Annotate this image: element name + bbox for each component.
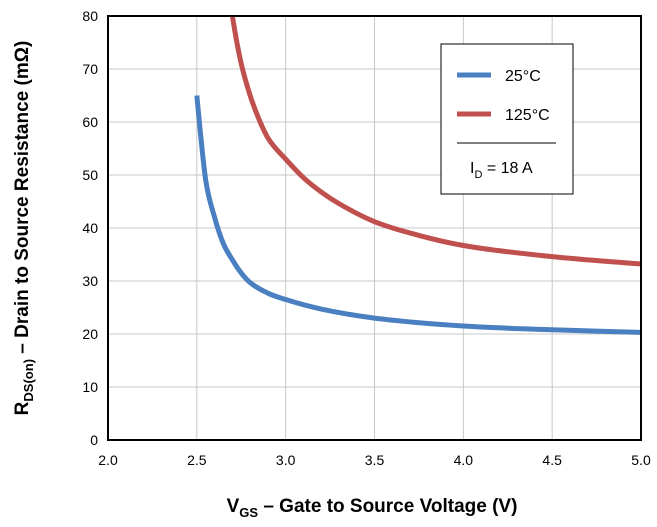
y-axis-title-sub: DS(on) <box>21 359 36 402</box>
legend-label-125c: 125°C <box>505 107 550 124</box>
legend-label-25c: 25°C <box>505 68 541 85</box>
legend-note-sub: D <box>474 169 482 181</box>
x-tick-labels: 2.0 2.5 3.0 3.5 4.0 4.5 5.0 <box>98 452 651 468</box>
y-tick-label: 80 <box>82 8 98 24</box>
x-tick-label: 3.0 <box>276 452 296 468</box>
series-line-125c <box>229 15 642 267</box>
y-tick-label: 70 <box>82 61 98 77</box>
plot-frame <box>107 15 642 441</box>
x-axis-title: VGS – Gate to Source Voltage (V) <box>227 496 518 520</box>
legend-note: ID = 18 A <box>470 160 533 181</box>
y-axis-title: RDS(on) – Drain to Source Resistance (mΩ… <box>12 41 36 416</box>
x-tick-label: 2.5 <box>187 452 207 468</box>
y-tick-label: 20 <box>82 326 98 342</box>
x-tick-label: 4.5 <box>542 452 562 468</box>
legend: 25°C 125°C ID = 18 A <box>440 43 574 195</box>
x-tick-label: 5.0 <box>631 452 651 468</box>
x-axis-title-main: V <box>227 496 240 517</box>
y-tick-label: 10 <box>82 379 98 395</box>
y-tick-label: 50 <box>82 167 98 183</box>
y-tick-label: 0 <box>90 432 98 448</box>
legend-note-rest: = 18 A <box>482 160 533 177</box>
series-layer <box>194 15 642 335</box>
y-tick-label: 30 <box>82 273 98 289</box>
y-tick-labels: 0 10 20 30 40 50 60 70 80 <box>82 8 98 448</box>
legend-box <box>440 43 574 195</box>
y-axis-title-main: R <box>12 401 33 415</box>
y-axis-title-rest: – Drain to Source Resistance (mΩ) <box>12 41 33 359</box>
x-tick-label: 3.5 <box>365 452 385 468</box>
y-tick-label: 60 <box>82 114 98 130</box>
x-axis-title-sub: GS <box>239 505 258 520</box>
series-line-25c <box>194 95 642 335</box>
y-tick-label: 40 <box>82 220 98 236</box>
x-tick-label: 2.0 <box>98 452 118 468</box>
legend-note-main: I <box>470 160 474 177</box>
x-axis-title-rest: – Gate to Source Voltage (V) <box>258 496 517 517</box>
x-tick-label: 4.0 <box>454 452 474 468</box>
